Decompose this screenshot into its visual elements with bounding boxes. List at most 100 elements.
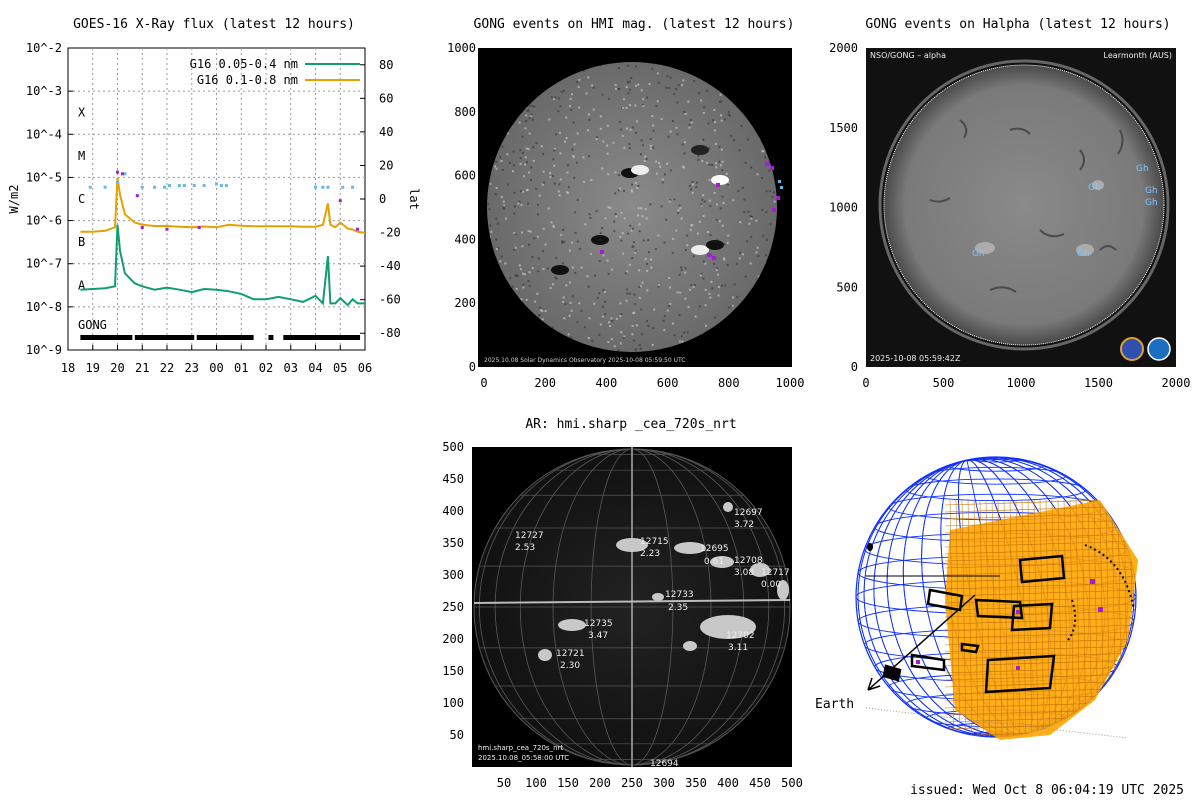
svg-text:3.72: 3.72 xyxy=(734,520,754,530)
y-tick-label: 50 xyxy=(450,728,464,742)
xray-y2-tick-label: -60 xyxy=(379,293,401,307)
xray-y2-tick-label: -80 xyxy=(379,326,401,340)
halpha-header-left: NSO/GONG – alpha xyxy=(870,51,946,60)
xray-x-tick-label: 02 xyxy=(259,361,273,375)
x-tick-label: 2000 xyxy=(1162,376,1191,390)
xray-y2-ticks: -80 -60 -40 -20 0 20 40 60 80 xyxy=(360,58,401,340)
xray-event-marker xyxy=(88,185,92,189)
xray-event-marker xyxy=(192,184,196,188)
xray-x-ticks: 18 19 20 21 22 23 00 01 02 03 04 05 06 xyxy=(61,345,372,375)
svg-text:12702: 12702 xyxy=(726,631,755,641)
xray-event-marker xyxy=(341,185,345,189)
xray-title: GOES-16 X-Ray flux (latest 12 hours) xyxy=(73,17,355,32)
svg-text:Gh: Gh xyxy=(1136,164,1149,174)
halpha-footer: 2025-10-08 05:59:42Z xyxy=(870,354,961,363)
xray-event-marker xyxy=(182,184,186,188)
xray-series-line-1 xyxy=(80,224,365,307)
gong-bar-segment xyxy=(268,335,274,340)
xray-y-tick-label: 10^-2 xyxy=(26,41,62,55)
x-tick-label: 250 xyxy=(621,776,643,790)
svg-text:3.11: 3.11 xyxy=(728,643,748,653)
xray-x-tick-label: 21 xyxy=(135,361,149,375)
ar-caption-1: hmi.sharp_cea_720s_nrt xyxy=(478,744,563,752)
y-tick-label: 0 xyxy=(851,360,858,374)
halpha-axes: 0 500 1000 1500 2000 0 500 1000 1500 2000 xyxy=(829,41,1190,390)
hmi-title: GONG events on HMI mag. (latest 12 hours… xyxy=(474,17,795,32)
xray-x-tick-label: 23 xyxy=(185,361,199,375)
xray-event-marker xyxy=(219,184,223,188)
xray-y-tick-label: 10^-8 xyxy=(26,300,62,314)
xray-event-marker xyxy=(123,172,127,176)
svg-text:12727: 12727 xyxy=(515,531,544,541)
xray-y-tick-label: 10^-6 xyxy=(26,214,62,228)
x-tick-label: 1000 xyxy=(776,376,805,390)
x-tick-label: 1000 xyxy=(1007,376,1036,390)
xray-event-marker xyxy=(224,184,228,188)
y-tick-label: 350 xyxy=(442,536,464,550)
gong-coverage-bar xyxy=(80,335,361,340)
svg-text:2.23: 2.23 xyxy=(640,549,660,559)
svg-text:Gh: Gh xyxy=(972,249,985,259)
svg-text:12695: 12695 xyxy=(700,544,729,554)
x-tick-label: 300 xyxy=(653,776,675,790)
xray-y2-axis-label: lat xyxy=(407,188,421,210)
ar-caption-2: 2025.10.08_05:58:00 UTC xyxy=(478,754,569,762)
xray-event-marker-purple xyxy=(116,170,119,174)
svg-text:2.35: 2.35 xyxy=(668,603,688,613)
xray-y2-tick-label: -20 xyxy=(379,226,401,240)
xray-event-marker-purple xyxy=(140,226,144,230)
svg-text:3.47: 3.47 xyxy=(588,631,608,641)
xray-event-marker xyxy=(326,185,330,189)
xray-y-ticks: 10^-9 10^-8 10^-7 10^-6 10^-5 10^-4 10^-3 10^-2 xyxy=(26,41,73,357)
xray-event-marker xyxy=(202,184,206,188)
x-tick-label: 500 xyxy=(781,776,803,790)
xray-x-tick-label: 20 xyxy=(110,361,124,375)
svg-text:12708: 12708 xyxy=(734,556,763,566)
svg-text:3.08: 3.08 xyxy=(734,568,754,578)
xray-event-marker xyxy=(153,185,157,189)
y-tick-label: 0 xyxy=(469,360,476,374)
xray-y2-tick-label: 20 xyxy=(379,158,393,172)
x-tick-label: 400 xyxy=(596,376,618,390)
issued-timestamp: issued: Wed Oct 8 06:04:19 UTC 2025 xyxy=(910,783,1184,798)
x-tick-label: 400 xyxy=(717,776,739,790)
earth-arrow-icon xyxy=(867,677,881,691)
svg-text:12715: 12715 xyxy=(640,537,669,547)
svg-text:Gh: Gh xyxy=(1145,186,1158,196)
ar-axes: 50 100 150 200 250 300 350 400 450 500 50 100 150 200… xyxy=(442,440,803,790)
y-tick-label: 500 xyxy=(442,440,464,454)
flare-class-m: M xyxy=(78,149,85,163)
ar-equator xyxy=(473,599,791,604)
x-tick-label: 350 xyxy=(685,776,707,790)
halpha-plage xyxy=(975,180,1104,256)
noaa-logo-icon xyxy=(1147,337,1171,361)
x-tick-label: 500 xyxy=(933,376,955,390)
xray-event-marker-purple xyxy=(197,226,201,230)
gong-bar-segment xyxy=(80,335,133,340)
xray-event-marker-purple xyxy=(356,227,360,231)
xray-y2-tick-label: 0 xyxy=(379,192,386,206)
svg-text:Gh: Gh xyxy=(1077,249,1090,259)
xray-event-marker xyxy=(163,185,167,189)
xray-y-tick-label: 10^-3 xyxy=(26,84,62,98)
x-tick-label: 0 xyxy=(480,376,487,390)
y-tick-label: 500 xyxy=(836,280,858,294)
xray-grid xyxy=(68,48,365,350)
flare-class-b: B xyxy=(78,235,85,249)
y-tick-label: 400 xyxy=(454,232,476,246)
earth-label: Earth xyxy=(815,697,854,712)
svg-text:12694: 12694 xyxy=(650,759,679,769)
xray-y-tick-label: 10^-4 xyxy=(26,127,62,141)
y-tick-label: 100 xyxy=(442,696,464,710)
hmi-axes: 0 200 400 600 800 1000 0 200 400 600 800 1000 xyxy=(447,41,804,390)
xray-series xyxy=(80,177,366,307)
y-tick-label: 1500 xyxy=(829,121,858,135)
hmi-panel: GONG events on HMI mag. (latest 12 hours… xyxy=(447,17,804,390)
ar-region-patches xyxy=(538,502,789,661)
y-tick-label: 1000 xyxy=(829,201,858,215)
xray-x-tick-label: 03 xyxy=(284,361,298,375)
xray-event-marker xyxy=(140,185,144,189)
x-tick-label: 600 xyxy=(657,376,679,390)
nsf-logo-icon xyxy=(1120,337,1144,361)
sphere-patch-grid xyxy=(944,498,1136,737)
